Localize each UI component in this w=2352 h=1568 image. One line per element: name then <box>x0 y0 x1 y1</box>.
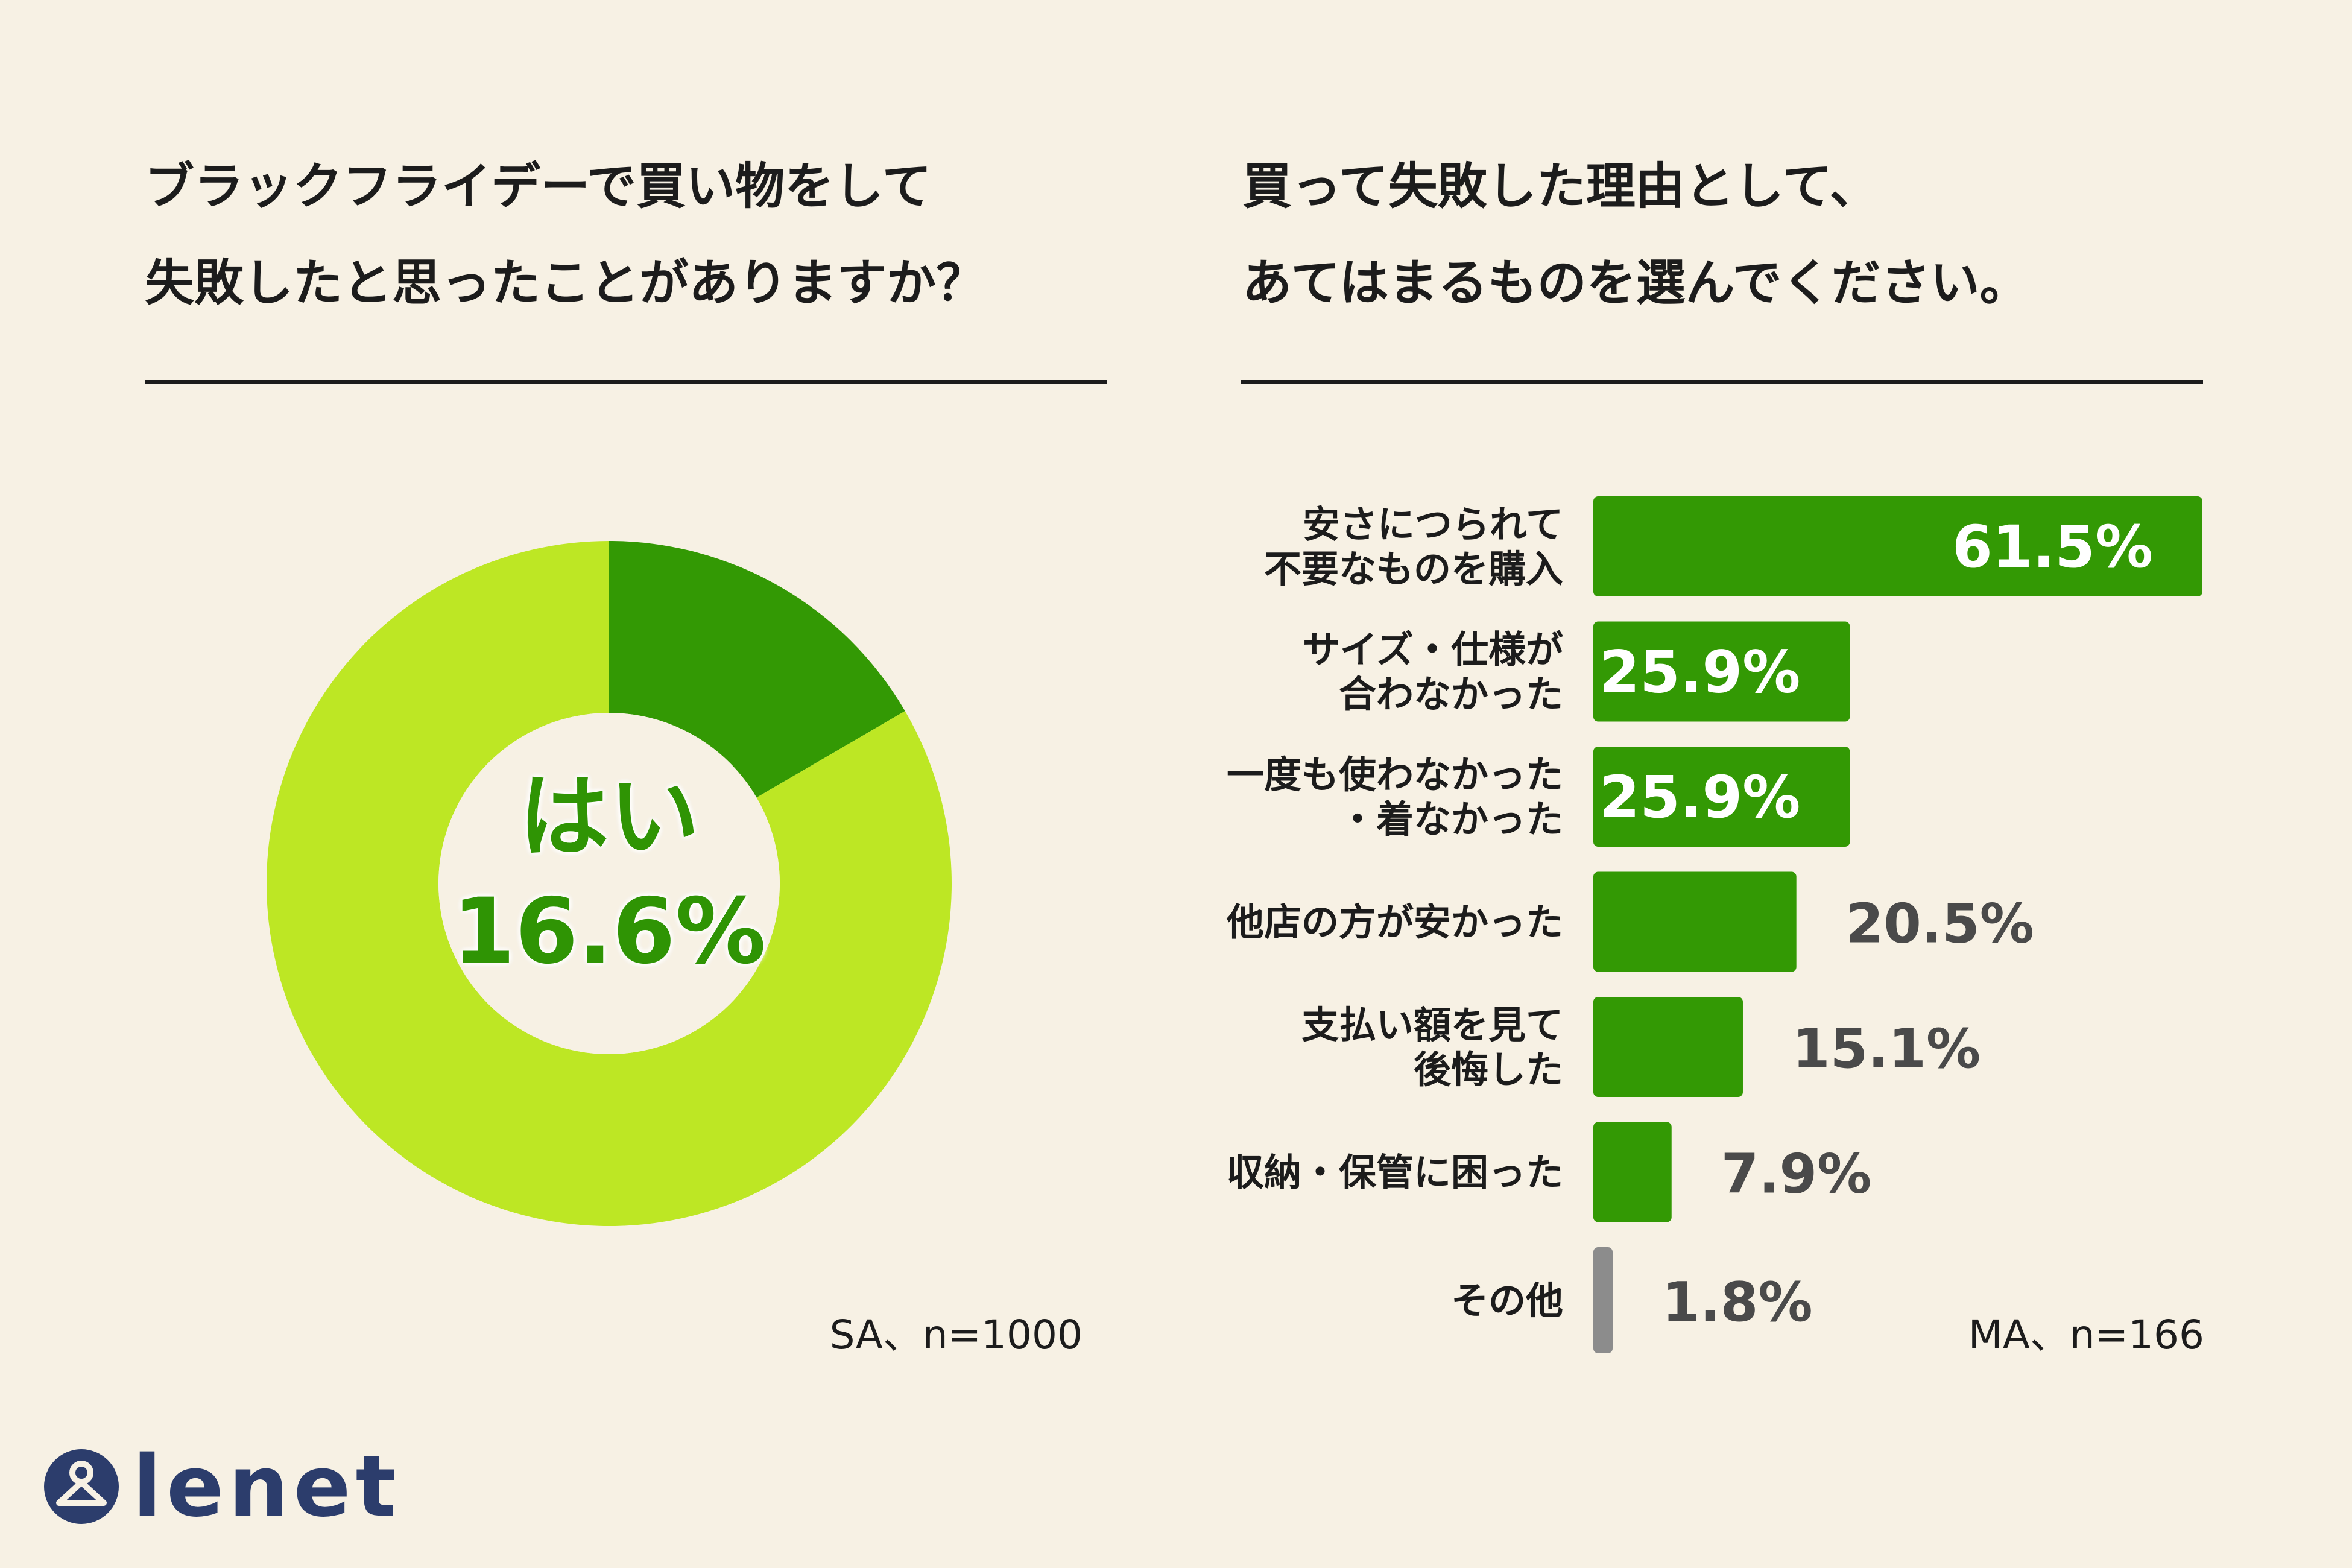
value-label-6: 1.8% <box>1662 1271 1813 1334</box>
category-label-0-0: 安さにつられて <box>1303 502 1563 546</box>
category-label-2-1: ・着なかった <box>1339 797 1563 841</box>
bar-3 <box>1593 871 1797 972</box>
donut-slice-yes <box>609 541 905 798</box>
value-label-0: 61.5% <box>1952 513 2153 581</box>
category-label-2-0: 一度も使わなかった <box>1227 753 1563 797</box>
donut-hole <box>438 713 780 1054</box>
left-question: ブラックフライデーで買い物をして 失敗したと思ったことがありますか？ <box>145 139 985 332</box>
bar-1 <box>1593 621 1850 722</box>
donut-slice-no <box>266 541 952 1226</box>
left-sample-note: SA、n=1000 <box>829 1312 1083 1358</box>
right-question-line-2: あてはまるものを選んでください。 <box>1242 254 2029 312</box>
donut-center-value: 16.6% <box>452 879 767 984</box>
hanger-person-icon <box>44 1449 119 1524</box>
donut-chart <box>266 541 952 1226</box>
donut-center-label: はい <box>518 765 700 870</box>
right-question-line-1: 買って失敗した理由として、 <box>1242 158 1879 215</box>
value-label-4: 15.1% <box>1792 1017 1981 1081</box>
bar-5 <box>1593 1122 1672 1222</box>
left-question-line-1: ブラックフライデーで買い物をして <box>145 158 932 215</box>
value-label-1: 25.9% <box>1599 639 1800 706</box>
left-question-line-2: 失敗したと思ったことがありますか？ <box>145 254 986 312</box>
value-label-2: 25.9% <box>1599 763 1800 831</box>
category-label-1-1: 合わなかった <box>1339 672 1563 716</box>
category-label-3-0: 他店の方が安かった <box>1226 900 1563 944</box>
right-sample-note: MA、n=166 <box>1968 1312 2204 1358</box>
category-label-1-0: サイズ・仕様が <box>1303 628 1563 672</box>
bar-0 <box>1593 496 2202 596</box>
value-label-5: 7.9% <box>1721 1143 1872 1206</box>
logo-text: lenet <box>133 1438 401 1536</box>
left-divider <box>145 380 1107 384</box>
category-label-4-1: 後悔した <box>1414 1048 1563 1092</box>
bar-6 <box>1593 1247 1613 1353</box>
right-question: 買って失敗した理由として、 あてはまるものを選んでください。 <box>1242 139 2029 332</box>
bar-2 <box>1593 747 1850 847</box>
bar-4 <box>1593 997 1743 1097</box>
category-label-5-0: 収納・保管に困った <box>1227 1151 1563 1195</box>
category-label-4-0: 支払い額を見て <box>1301 1003 1563 1047</box>
right-divider <box>1241 380 2203 384</box>
value-label-3: 20.5% <box>1846 893 2034 956</box>
category-label-6-0: その他 <box>1451 1279 1563 1323</box>
category-label-0-1: 不要なものを購入 <box>1264 547 1563 591</box>
lenet-logo: lenet <box>42 1439 396 1535</box>
